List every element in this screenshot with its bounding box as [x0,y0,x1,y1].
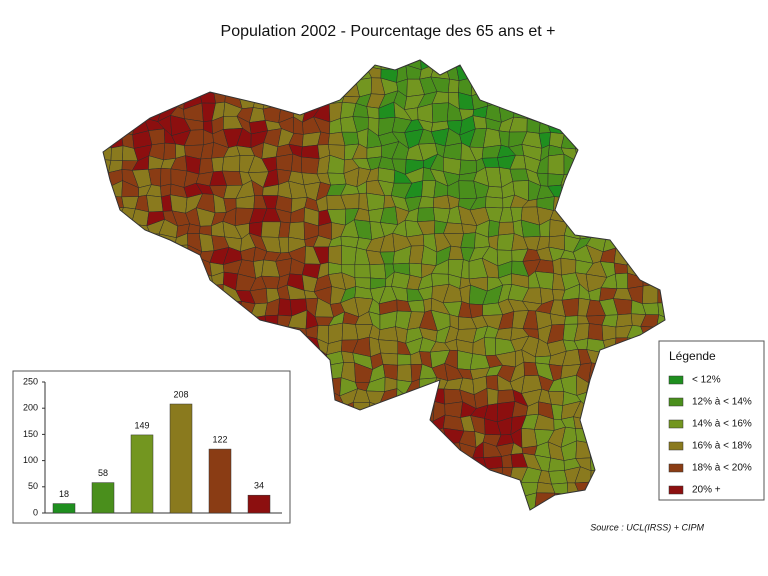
map-cell [613,262,628,275]
map-cell [486,387,499,406]
source: Source : UCL(IRSS) + CIPM [590,522,704,532]
map-cell [461,223,478,235]
legend-swatch [668,485,684,495]
legend-swatch [668,375,684,385]
map-cell [278,221,291,238]
map-cell [501,454,513,468]
value-label: 208 [173,389,188,399]
map-cell [496,233,515,251]
map-title: Population 2002 - Pourcentage des 65 ans… [221,23,556,40]
map-cell [163,142,177,161]
legend-label: 16% à < 18% [692,441,752,452]
map-cell [211,156,225,173]
map-cell [485,196,504,209]
map-cell [354,264,371,279]
map-cell [482,127,502,148]
map-cell [169,194,188,214]
legend-label: 20% + [692,485,721,496]
y-tick-label: 50 [28,481,38,491]
map-cell [483,337,497,356]
map-cell [552,257,562,276]
map-cell [443,222,464,235]
map-cell [587,323,604,341]
map-cell [447,78,460,94]
bar [91,482,115,514]
legend-swatch [668,463,684,473]
map-cell [366,106,380,120]
map-cell [300,144,320,160]
bar [130,434,154,514]
bar [169,403,193,514]
map-cell [560,257,577,276]
legend-label: < 12% [692,375,721,386]
map-cell [341,245,357,266]
value-label: 18 [59,489,69,499]
map-cell [341,131,360,146]
map-cell [432,194,451,210]
map-cell [277,298,293,317]
map-cell [488,219,500,238]
bar [247,494,271,514]
legend-label: 14% à < 16% [692,419,752,430]
y-tick-label: 150 [23,429,38,439]
map-cell [472,115,487,130]
legend-swatch [668,441,684,451]
bar [208,448,232,514]
map-cell [497,389,516,404]
y-tick-label: 250 [23,376,38,386]
map-cell [564,315,579,325]
legend-label: 18% à < 20% [692,463,752,474]
legend-title: Légende [669,349,716,363]
map-cell [369,263,387,280]
value-label: 58 [98,468,108,478]
bar [52,503,76,514]
map-cell [260,221,282,238]
value-label: 149 [134,420,149,430]
y-tick-label: 100 [23,455,38,465]
map-cell [547,153,565,176]
map-cell [110,145,124,161]
legend: < 12% 12% à < 14% 14% à < 16% 16% à < 18% 18… [668,375,752,496]
map-cell [417,207,436,223]
map-cell [278,236,290,254]
map-cell [366,145,382,159]
map-cell [481,157,500,168]
map-cell [615,272,628,289]
map-cell [548,470,568,485]
map-cell [431,102,449,123]
map-cell [275,153,294,172]
value-label: 34 [254,481,264,491]
map-cell [615,313,633,328]
map-cell [328,245,343,266]
map-cell [291,153,303,174]
value-label: 122 [212,434,227,444]
map-cell [380,352,399,366]
map-cell [548,457,565,472]
legend-swatch [668,419,684,429]
map-cell [300,156,320,175]
map-cell [423,297,433,313]
map-cell [146,194,164,213]
legend-label: 12% à < 14% [692,397,752,408]
map-cell [509,168,530,182]
map-cell [221,155,241,172]
bar-chart: 0 50 100 150 200 250 18 58 149 208 122 34 [23,376,282,517]
map-cell [366,192,386,211]
y-tick-label: 200 [23,403,38,413]
map-cell [396,364,413,383]
map-cell [498,221,515,236]
map-cell [160,167,172,187]
map-cell [397,353,412,366]
map-cell [327,172,347,186]
map-cell [378,339,399,355]
map-cell [485,186,503,199]
legend-swatch [668,397,684,407]
y-tick-label: 0 [33,507,38,517]
map-cell [198,157,214,175]
map-cell [288,221,305,241]
map-cell [421,180,437,198]
